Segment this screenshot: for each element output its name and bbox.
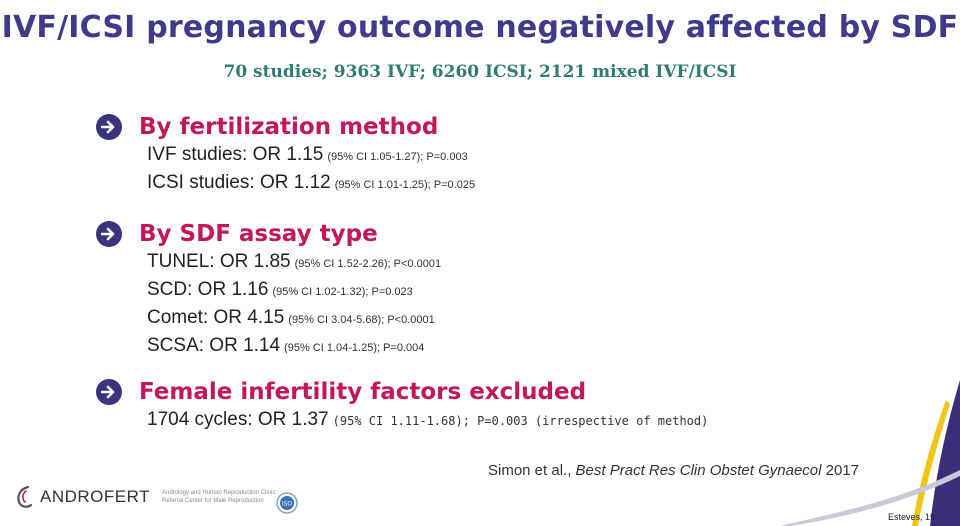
arrow-right-icon	[96, 379, 122, 405]
result-line: Comet: OR 4.15 (95% CI 3.04-5.68); P<0.00…	[147, 307, 435, 328]
result-line: SCD: OR 1.16 (95% CI 1.02-1.32); P=0.023	[147, 279, 413, 300]
section-female-factors-excluded: Female infertility factors excluded 1704…	[96, 377, 708, 434]
result-line: IVF studies: OR 1.15 (95% CI 1.05-1.27); …	[147, 144, 468, 165]
arrow-right-icon	[96, 221, 122, 247]
logo-tagline: Andrology and Human Reproduction Clinic …	[161, 490, 276, 504]
logo-name: ANDROFERT	[40, 487, 150, 506]
arrow-right-icon	[96, 114, 122, 140]
footer-tag: Esteves, 19	[888, 512, 936, 522]
iso-badge: ISO	[276, 492, 298, 519]
slide-subtitle: 70 studies; 9363 IVF; 6260 ICSI; 2121 mi…	[223, 62, 737, 82]
result-line: TUNEL: OR 1.85 (95% CI 1.52-2.26); P<0.00…	[147, 251, 442, 272]
section-heading: Female infertility factors excluded	[139, 379, 587, 405]
section-sdf-assay-type: By SDF assay type TUNEL: OR 1.85 (95% CI …	[96, 219, 441, 361]
slide-title: IVF/ICSI pregnancy outcome negatively af…	[1, 10, 959, 45]
result-line: ICSI studies: OR 1.12 (95% CI 1.01-1.25);…	[147, 172, 476, 193]
androfert-logo: ANDROFERT Andrology and Human Reproducti…	[14, 484, 302, 510]
svg-text:ISO: ISO	[282, 501, 293, 508]
result-line: 1704 cycles: OR 1.37 (95% CI 1.11-1.68); …	[147, 409, 709, 430]
result-line: SCSA: OR 1.14 (95% CI 1.04-1.25); P=0.004	[147, 335, 425, 356]
section-heading: By SDF assay type	[139, 221, 378, 247]
androfert-symbol-icon	[17, 485, 33, 508]
section-heading: By fertilization method	[139, 114, 439, 140]
section-fertilization-method: By fertilization method IVF studies: OR …	[96, 112, 475, 198]
citation: Simon et al., Best Pract Res Clin Obstet…	[488, 462, 860, 479]
